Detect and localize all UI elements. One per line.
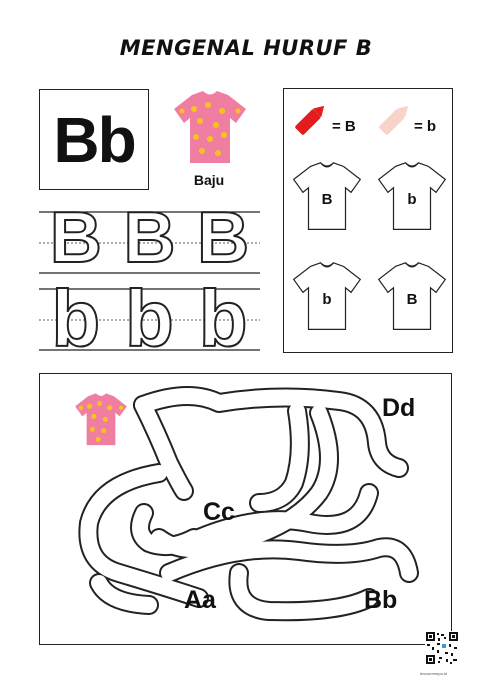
maze-start-shirt-icon	[75, 393, 127, 446]
shirt-letter: B	[406, 291, 418, 308]
maze-target-bb[interactable]: Bb	[364, 586, 398, 614]
maze-paths[interactable]	[39, 373, 452, 645]
coloring-panel	[283, 88, 453, 353]
picture-word: Baju	[193, 172, 225, 188]
shirt-outline-4[interactable]: B	[375, 257, 449, 337]
tracing-area	[39, 211, 260, 351]
maze-target-cc[interactable]: Cc	[203, 498, 235, 526]
shirt-outline-icon	[292, 262, 362, 330]
trace-upper-b[interactable]: B	[49, 198, 103, 278]
trace-upper-b[interactable]: B	[196, 198, 250, 278]
qr-code-icon	[425, 631, 459, 665]
shirt-outline-icon	[377, 262, 447, 330]
page-title: MENGENAL HURUF B	[119, 36, 373, 60]
shirt-letter: B	[321, 191, 333, 208]
crayon-body	[295, 109, 321, 135]
shirt-outline-2[interactable]: b	[375, 157, 449, 237]
trace-upper-b[interactable]: B	[122, 198, 176, 278]
maze-panel	[39, 373, 452, 645]
shirt-letter: b	[407, 191, 417, 208]
trace-lower-b[interactable]: b	[124, 274, 175, 363]
pink-crayon-icon	[379, 105, 409, 135]
shirt-outline-1[interactable]: B	[290, 157, 364, 237]
trace-lower-b[interactable]: b	[50, 274, 101, 363]
qr-caption: lexusemmpa.id	[420, 671, 447, 676]
legend-big-label: = B	[332, 118, 356, 135]
shirt-outline-icon	[292, 162, 362, 230]
shirt-outline-icon	[377, 162, 447, 230]
maze-target-dd[interactable]: Dd	[382, 394, 416, 422]
shirt-letter: b	[322, 291, 332, 308]
trace-lower-b[interactable]: b	[198, 274, 249, 363]
shirt-picture-icon	[174, 91, 246, 163]
maze-target-aa[interactable]: Aa	[184, 586, 216, 614]
red-crayon-icon	[295, 105, 325, 135]
shirt-outline-3[interactable]: b	[290, 257, 364, 337]
letter-card: Bb	[39, 89, 149, 190]
legend-small-label: = b	[414, 118, 437, 135]
